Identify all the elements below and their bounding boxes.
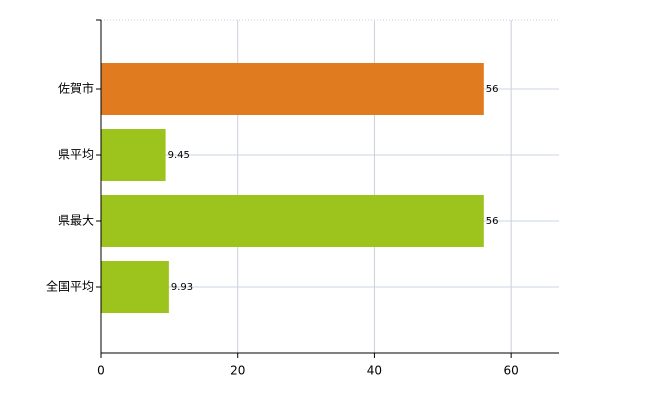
value-label: 56 [486, 84, 499, 95]
x-tick-label: 20 [230, 364, 245, 378]
value-label: 9.45 [168, 150, 190, 161]
x-tick-label: 40 [367, 364, 382, 378]
bar [101, 195, 484, 247]
y-tick-label: 県平均 [58, 148, 94, 162]
bar [101, 261, 169, 313]
bar [101, 129, 166, 181]
y-tick-label: 全国平均 [46, 279, 94, 294]
x-tick-label: 60 [504, 364, 519, 378]
y-tick-label: 佐賀市 [58, 81, 94, 96]
value-label: 9.93 [171, 282, 193, 293]
bar [101, 63, 484, 115]
x-tick-label: 0 [97, 364, 105, 378]
y-tick-label: 県最大 [58, 214, 94, 228]
value-label: 56 [486, 216, 499, 227]
